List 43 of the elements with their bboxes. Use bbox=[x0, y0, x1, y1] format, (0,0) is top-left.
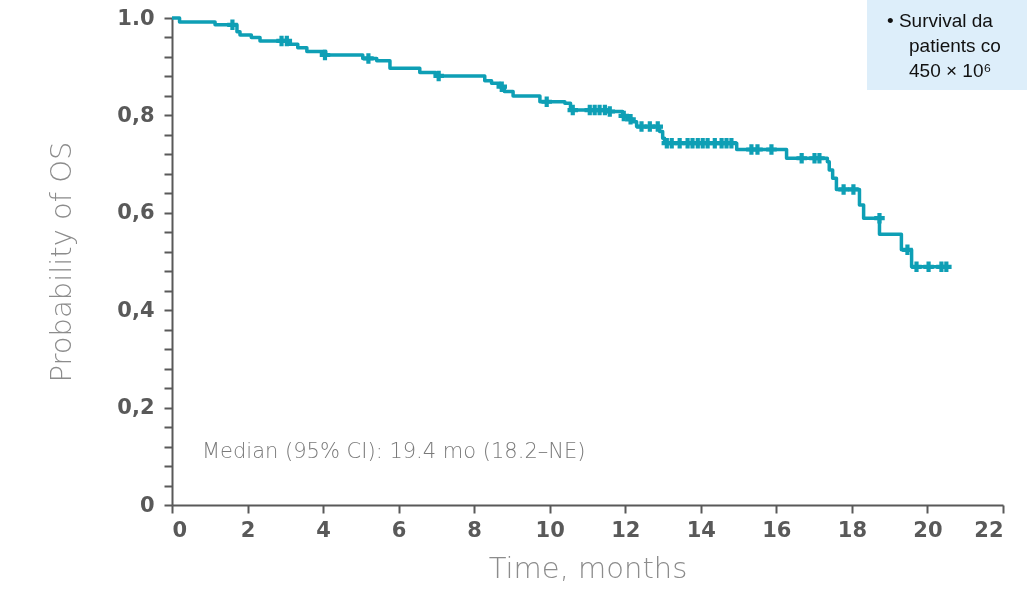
x-tick-label: 4 bbox=[316, 517, 331, 542]
point bbox=[923, 261, 934, 273]
x-tick-label: 16 bbox=[762, 517, 792, 542]
point bbox=[227, 19, 238, 31]
point bbox=[636, 121, 647, 132]
y-tick-label: 1.0 bbox=[117, 5, 155, 30]
point bbox=[902, 244, 913, 256]
x-tick-label: 2 bbox=[240, 517, 256, 542]
y-tick-label: 0,4 bbox=[117, 297, 155, 322]
point bbox=[496, 81, 507, 92]
x-tick-label: 0 bbox=[172, 517, 188, 542]
point bbox=[848, 184, 859, 195]
point bbox=[541, 96, 552, 108]
y-tick-label: 0,2 bbox=[117, 395, 155, 420]
point bbox=[796, 153, 807, 164]
x-tick-label: 8 bbox=[467, 517, 482, 542]
point bbox=[911, 261, 922, 273]
point bbox=[567, 104, 579, 116]
x-axis-title: Time, months bbox=[488, 550, 688, 585]
point bbox=[652, 121, 663, 132]
x-tick-label: 10 bbox=[535, 517, 565, 542]
point bbox=[433, 70, 444, 82]
annotation: • Survival da bbox=[887, 9, 994, 33]
x-tick-label: 22 bbox=[974, 517, 1004, 542]
annotation: 450 × 10⁶ bbox=[908, 59, 993, 83]
x-tick-label: 20 bbox=[913, 517, 943, 542]
point bbox=[838, 184, 849, 195]
y-axis-title: Probability of OS bbox=[44, 141, 79, 383]
y-tick-label: 0 bbox=[139, 492, 155, 517]
y-tick-label: 0,6 bbox=[117, 200, 155, 225]
point bbox=[363, 53, 374, 64]
point bbox=[874, 212, 885, 224]
y-tick-label: 0,8 bbox=[117, 102, 155, 127]
point bbox=[319, 49, 331, 61]
point bbox=[625, 114, 636, 125]
x-tick-label: 6 bbox=[391, 517, 407, 542]
annotation: patients co bbox=[908, 34, 1002, 58]
x-tick-label: 12 bbox=[611, 517, 641, 542]
annotation: Median (95% CI): 19.4 mo (18.2–NE) bbox=[202, 439, 586, 463]
point bbox=[752, 144, 763, 155]
x-tick-label: 14 bbox=[686, 517, 716, 542]
x-tick-label: 18 bbox=[837, 517, 868, 542]
point bbox=[766, 144, 777, 155]
